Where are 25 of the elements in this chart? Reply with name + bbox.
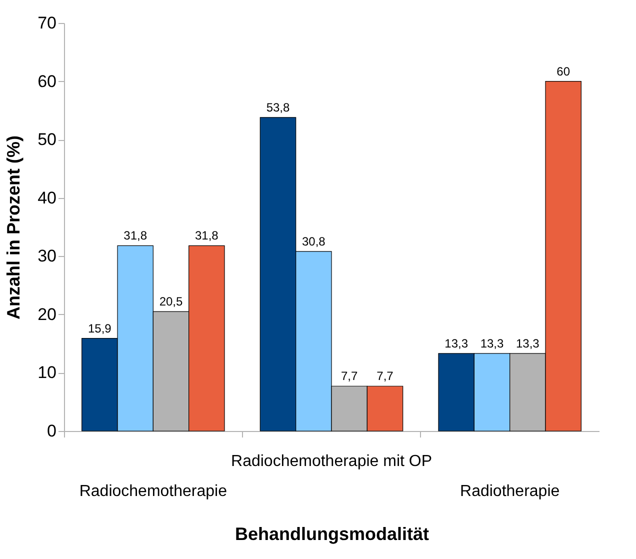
data-label: 31,8 [124,228,148,243]
x-tick-label: Radiochemotherapie [79,483,228,500]
y-tick-label: 0 [47,422,56,440]
y-tick-label: 20 [38,304,56,324]
x-tick-label: Radiochemotherapie mit OP [231,453,432,470]
data-label: 13,3 [444,336,468,350]
data-label: 13,3 [516,336,540,350]
y-tick-label: 70 [38,14,56,32]
data-label: 13,3 [480,336,504,350]
data-label: 20,5 [159,294,183,309]
y-tick-label: 50 [38,130,56,150]
y-tick-label: 30 [38,246,56,266]
y-tick-label: 10 [38,363,56,382]
x-axis-title: Behandlungsmodalität [234,524,430,544]
data-label: 7,7 [340,369,358,384]
data-label: 30,8 [302,234,326,248]
x-tick-label: Radiotherapie [460,483,560,500]
data-label: 7,7 [376,369,394,384]
data-label: 53,8 [266,100,290,114]
data-label: 31,8 [194,228,219,243]
y-tick-label: 40 [38,188,56,208]
data-label: 15,9 [88,321,112,336]
y-tick-label: 60 [38,72,56,91]
y-axis-title: Anzahl in Prozent (%) [4,135,24,320]
data-label: 60 [556,64,570,78]
